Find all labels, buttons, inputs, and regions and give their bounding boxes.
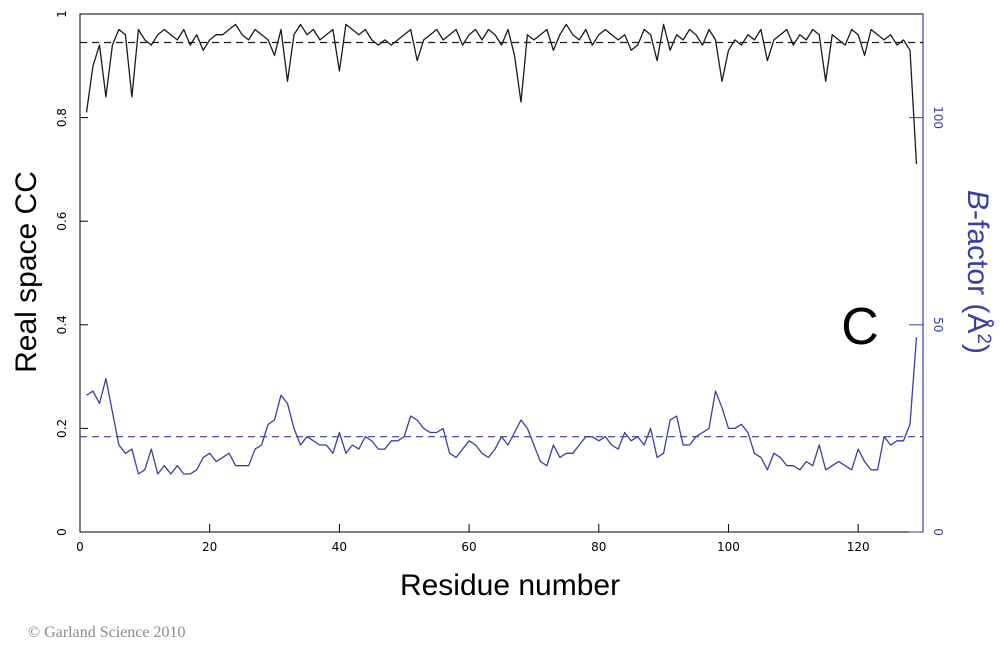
x-axis-title: Residue number: [400, 569, 620, 602]
right-axis: 0 50 100: [909, 14, 945, 536]
left-axis-title: Real space CC: [10, 171, 43, 373]
x-tick-label: 100: [717, 540, 740, 554]
left-tick-label: 0.4: [55, 315, 69, 334]
x-tick-label: 120: [847, 540, 870, 554]
right-axis-title-text: -factor (Å: [961, 210, 994, 333]
x-axis: 0 20 40 60 80 100 120: [76, 524, 870, 554]
plot-frame: [79, 13, 924, 533]
x-tick-label: 20: [202, 540, 217, 554]
series-group: [85, 23, 918, 475]
panel-label: C: [841, 298, 879, 356]
left-tick-label: 0.2: [55, 419, 69, 438]
x-tick-label: 80: [591, 540, 606, 554]
left-axis: 0 0.2 0.4 0.6 0.8 1: [55, 10, 88, 536]
right-axis-title-superscript: 2: [974, 333, 995, 344]
right-tick-label: 0: [931, 528, 945, 536]
right-axis-title-italic: B: [961, 190, 994, 210]
reference-lines: [80, 41, 923, 438]
right-tick-label: 100: [931, 106, 945, 129]
x-tick-label: 0: [76, 540, 84, 554]
bfactor-series-line: [86, 337, 918, 475]
right-axis-title: B-factor (Å2): [961, 190, 995, 354]
cc-series-line: [85, 23, 918, 165]
copyright-notice: © Garland Science 2010: [28, 624, 186, 641]
left-tick-label: 1: [55, 10, 69, 18]
left-tick-label: 0.8: [55, 108, 69, 127]
right-tick-label: 50: [931, 317, 945, 332]
left-tick-label: 0: [55, 528, 69, 536]
left-tick-label: 0.6: [55, 212, 69, 231]
x-tick-label: 60: [461, 540, 476, 554]
right-axis-title-close: ): [961, 344, 994, 354]
x-tick-label: 40: [332, 540, 347, 554]
